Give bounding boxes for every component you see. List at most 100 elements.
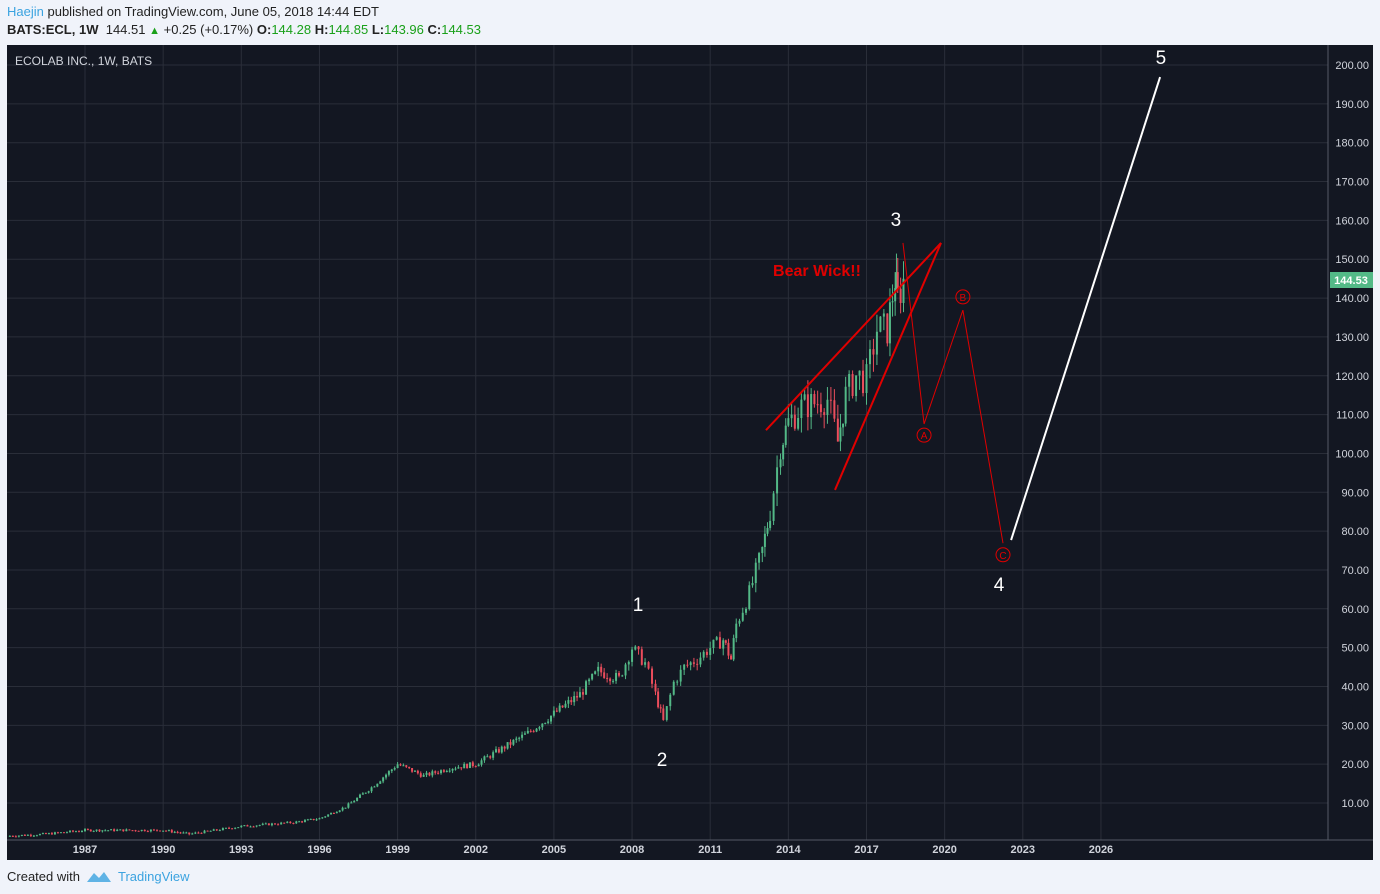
candle-body bbox=[776, 467, 779, 494]
candle-body bbox=[512, 739, 515, 745]
candle-body bbox=[274, 823, 277, 825]
candle-body bbox=[264, 823, 267, 825]
candle-body bbox=[631, 649, 634, 662]
candle-body bbox=[872, 349, 875, 355]
candle-body bbox=[101, 830, 104, 832]
y-tick-label: 200.00 bbox=[1335, 60, 1369, 72]
candle-body bbox=[696, 663, 699, 665]
high-value: 144.85 bbox=[328, 22, 369, 37]
candle-body bbox=[128, 829, 131, 831]
candle-body bbox=[309, 818, 312, 820]
candle-body bbox=[318, 818, 321, 820]
candle-body bbox=[306, 819, 309, 821]
candle-body bbox=[327, 814, 330, 817]
candle-body bbox=[627, 661, 630, 665]
x-tick-label: 1999 bbox=[385, 844, 409, 856]
candle-body bbox=[787, 418, 790, 426]
candle-body bbox=[107, 830, 110, 832]
y-tick-label: 120.00 bbox=[1335, 371, 1369, 383]
candle-body bbox=[182, 832, 185, 834]
candle-body bbox=[152, 829, 155, 831]
candle-body bbox=[448, 770, 451, 772]
y-tick-label: 50.00 bbox=[1341, 643, 1369, 655]
candle-body bbox=[38, 833, 41, 836]
candle-body bbox=[819, 404, 822, 413]
candle-body bbox=[672, 681, 675, 695]
author-link[interactable]: Haejin bbox=[7, 4, 44, 19]
candle-body bbox=[44, 833, 47, 835]
candle-body bbox=[790, 414, 793, 419]
circle-label-a: A bbox=[921, 431, 928, 442]
candle-body bbox=[718, 637, 721, 649]
candle-body bbox=[489, 756, 492, 758]
candle-body bbox=[298, 821, 301, 823]
candle-body bbox=[165, 830, 168, 832]
close-value: 144.53 bbox=[441, 22, 481, 37]
candle-body bbox=[382, 777, 385, 782]
candle-body bbox=[637, 646, 640, 650]
candle-body bbox=[826, 399, 829, 415]
y-tick-label: 150.00 bbox=[1335, 254, 1369, 266]
x-tick-label: 1993 bbox=[229, 844, 253, 856]
candle-body bbox=[468, 762, 471, 769]
candle-body bbox=[367, 791, 370, 793]
candle-body bbox=[231, 828, 234, 830]
candle-body bbox=[541, 723, 544, 728]
last-price: 144.51 bbox=[105, 22, 146, 37]
symbol-bar: BATS:ECL, 1W 144.51 ▲ +0.25 (+0.17%) O:1… bbox=[7, 22, 481, 37]
candle-body bbox=[312, 818, 315, 820]
candle-body bbox=[53, 832, 56, 835]
wave-5-projection-line bbox=[1010, 76, 1162, 541]
circle-label-c-ring bbox=[995, 547, 1011, 563]
candle-body bbox=[606, 677, 609, 679]
candle-body bbox=[758, 553, 761, 563]
candle-body bbox=[868, 349, 871, 365]
candle-body bbox=[647, 662, 650, 669]
candle-body bbox=[167, 830, 170, 832]
candle-body bbox=[116, 829, 119, 831]
candle-body bbox=[657, 691, 660, 708]
candle-body bbox=[283, 822, 286, 824]
candle-body bbox=[526, 730, 529, 734]
candle-body bbox=[14, 836, 17, 838]
candle-body bbox=[754, 562, 757, 584]
candle-body bbox=[662, 708, 665, 720]
candle-body bbox=[402, 765, 405, 767]
candle-body bbox=[497, 749, 500, 753]
bear-wick-note: Bear Wick!! bbox=[773, 263, 861, 280]
candle-body bbox=[321, 817, 324, 819]
candle-body bbox=[267, 823, 270, 826]
price-axis[interactable]: 10.00 20.00 30.00 40.00 50.00 60.00 70.00 80.00… bbox=[1335, 60, 1369, 810]
chart-title: ECOLAB INC., 1W, BATS bbox=[15, 54, 152, 68]
candle-body bbox=[833, 400, 836, 419]
candle-body bbox=[425, 772, 428, 775]
candle-body bbox=[621, 675, 624, 677]
y-tick-label: 110.00 bbox=[1336, 410, 1369, 422]
candle-body bbox=[715, 637, 718, 640]
y-tick-label: 20.00 bbox=[1341, 759, 1369, 771]
candle-body bbox=[886, 313, 889, 344]
candle-body bbox=[86, 829, 89, 831]
candle-body bbox=[405, 765, 408, 767]
publish-text: published on TradingView.com, June 05, 2… bbox=[47, 4, 379, 19]
candle-body bbox=[797, 418, 800, 429]
candle-body bbox=[615, 672, 618, 681]
high-label: H: bbox=[314, 22, 329, 37]
candle-body bbox=[891, 301, 894, 303]
tradingview-link[interactable]: TradingView bbox=[117, 869, 190, 884]
candle-body bbox=[882, 313, 885, 317]
candle-body bbox=[544, 722, 547, 724]
candle-body bbox=[373, 786, 376, 788]
candle-body bbox=[722, 640, 725, 649]
wave-label-2: 2 bbox=[657, 750, 668, 771]
candle-body bbox=[261, 823, 264, 825]
up-triangle-icon: ▲ bbox=[149, 25, 160, 37]
candle-body bbox=[844, 386, 847, 424]
candle-body bbox=[588, 679, 591, 682]
candle-body bbox=[810, 394, 813, 418]
time-axis[interactable]: 1987 1990 1993 1996 1999 2002 2005 2008 2011 2014… bbox=[73, 844, 1113, 856]
candle-body bbox=[35, 835, 38, 837]
candle-body bbox=[301, 821, 304, 823]
candle-body bbox=[899, 288, 902, 304]
